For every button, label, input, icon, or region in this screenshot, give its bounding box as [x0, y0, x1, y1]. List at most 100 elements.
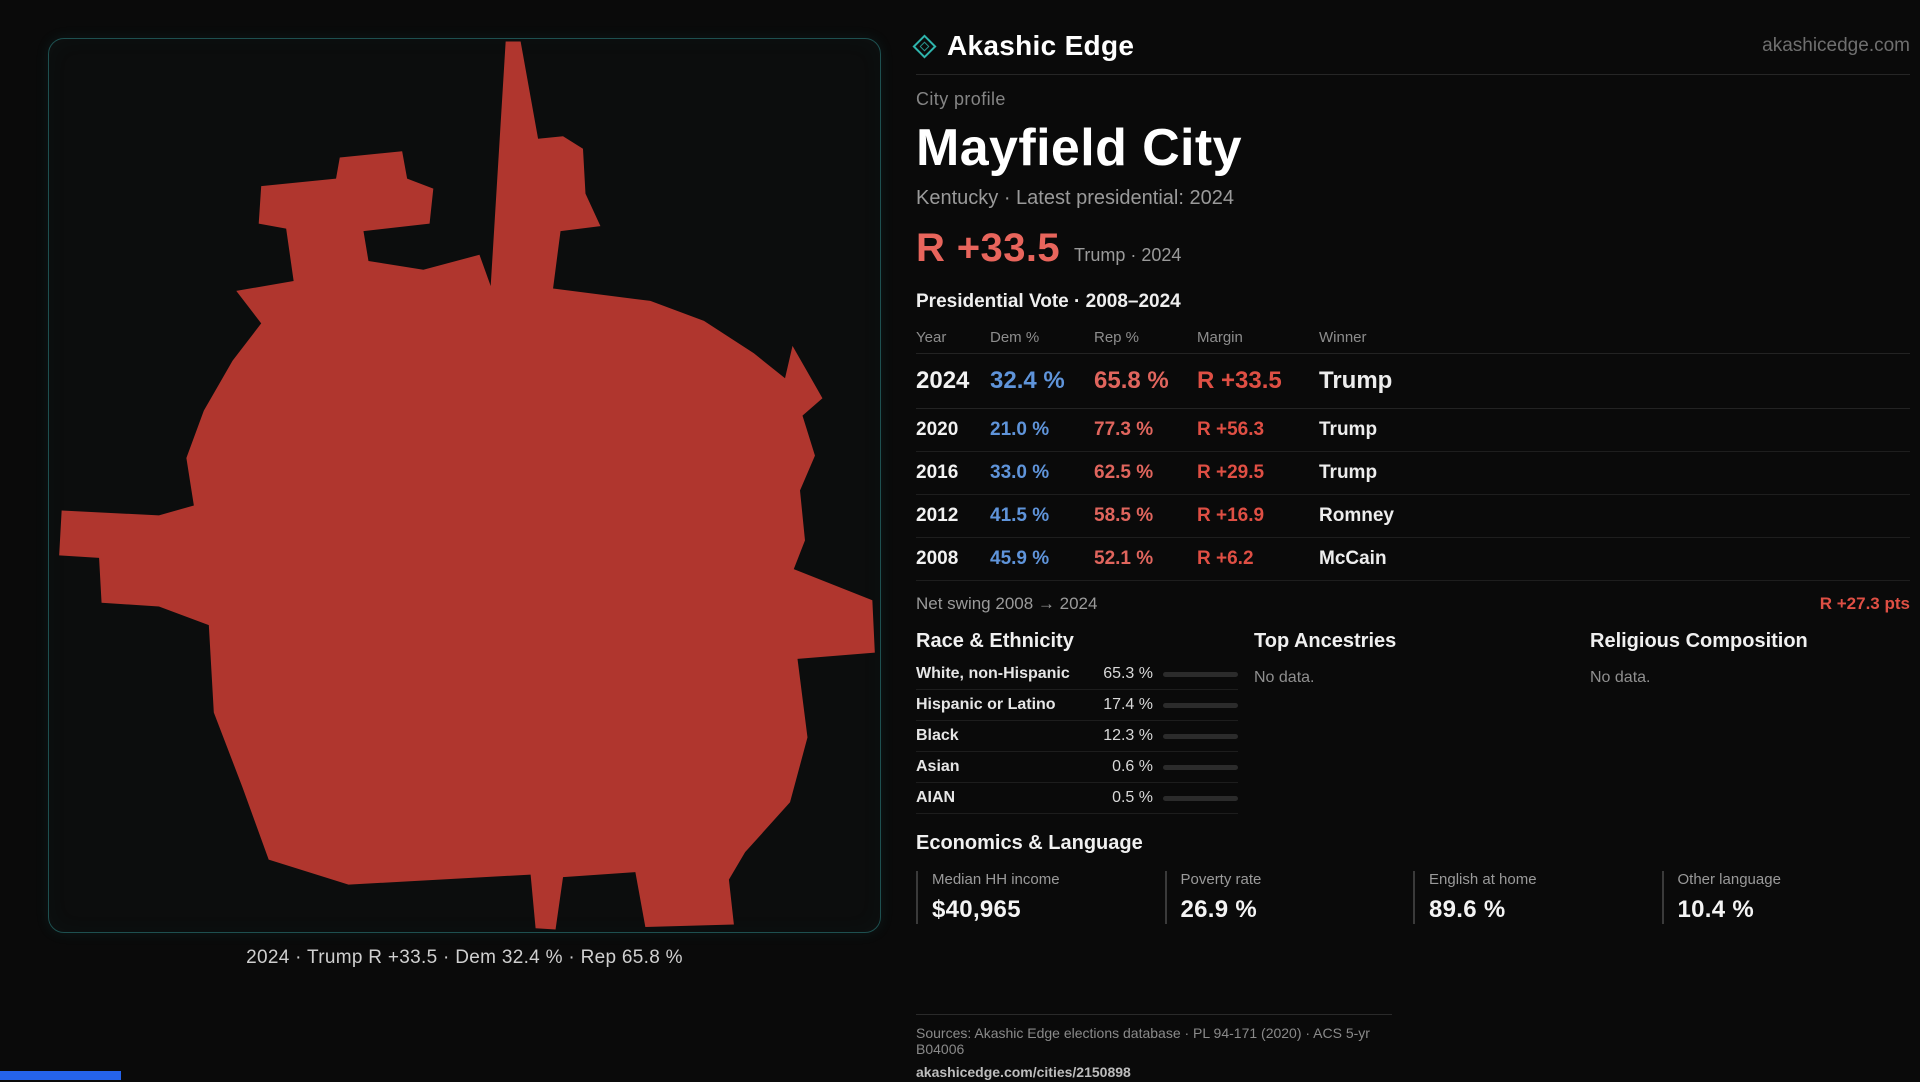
net-swing-row: Net swing 2008 → 2024 R +27.3 pts	[916, 581, 1910, 614]
race-label: Asian	[916, 758, 960, 776]
brand: Akashic Edge	[912, 30, 1135, 62]
list-item: Asian 0.6 %	[916, 752, 1238, 784]
top-ancestries-title: Top Ancestries	[1254, 630, 1397, 653]
cell-winner: McCain	[1319, 548, 1387, 570]
no-data-text: No data.	[1254, 669, 1315, 687]
stat-value: $40,965	[932, 896, 1021, 924]
col-header-rep: Rep %	[1094, 329, 1140, 347]
race-bar-track	[1163, 733, 1238, 739]
net-swing-value: R +27.3 pts	[1819, 594, 1910, 614]
cell-dem: 33.0 %	[990, 462, 1050, 484]
site-domain-link[interactable]: akashicedge.com	[1762, 35, 1910, 56]
economics-stats: Median HH income $40,965 Poverty rate 26…	[916, 871, 1911, 925]
city-map-panel	[48, 38, 881, 933]
col-header-winner: Winner	[1319, 329, 1367, 347]
race-ethnicity-column: Race & Ethnicity White, non-Hispanic 65.…	[916, 630, 1254, 815]
city-boundary-polygon	[59, 41, 875, 930]
stat-label: Median HH income	[932, 871, 1060, 889]
headline-margin-value: R +33.5	[916, 226, 1061, 271]
race-label: White, non-Hispanic	[916, 665, 1070, 683]
race-bar-track	[1163, 702, 1238, 708]
stat-median-hh-income: Median HH income $40,965	[916, 871, 1165, 925]
economics-title: Economics & Language	[916, 832, 1143, 855]
race-value: 17.4 %	[1103, 696, 1153, 714]
city-permalink[interactable]: akashicedge.com/cities/2150898	[916, 1064, 1131, 1080]
cell-rep: 58.5 %	[1094, 505, 1154, 527]
cell-dem: 32.4 %	[990, 367, 1065, 395]
presidential-vote-table: Year Dem % Rep % Margin Winner 2024 32.4…	[916, 321, 1910, 582]
cell-margin: R +6.2	[1197, 548, 1254, 570]
list-item: White, non-Hispanic 65.3 %	[916, 659, 1238, 691]
no-data-text: No data.	[1590, 669, 1651, 687]
sources-text: Sources: Akashic Edge elections database…	[916, 1025, 1370, 1057]
table-row: 2020 21.0 % 77.3 % R +56.3 Trump	[916, 409, 1910, 453]
religious-composition-title: Religious Composition	[1590, 630, 1808, 653]
table-row: 2008 45.9 % 52.1 % R +6.2 McCain	[916, 538, 1910, 582]
bottom-accent-bar	[0, 1071, 121, 1080]
race-label: Hispanic or Latino	[916, 696, 1056, 714]
cell-dem: 41.5 %	[990, 505, 1050, 527]
race-bar-track	[1163, 795, 1238, 801]
race-ethnicity-title: Race & Ethnicity	[916, 630, 1074, 653]
top-ancestries-column: Top Ancestries No data.	[1254, 630, 1590, 814]
cell-winner: Trump	[1319, 367, 1393, 395]
cell-margin: R +16.9	[1197, 505, 1265, 527]
city-boundary-map	[59, 41, 875, 930]
stat-english-at-home: English at home 89.6 %	[1413, 871, 1662, 925]
headline-margin-row: R +33.5 Trump · 2024	[916, 226, 1910, 271]
race-bar-track	[1163, 671, 1238, 677]
cell-year: 2020	[916, 419, 959, 441]
diamond-logo-icon	[912, 33, 937, 59]
table-row: 2024 32.4 % 65.8 % R +33.5 Trump	[916, 354, 1910, 410]
race-ethnicity-list: White, non-Hispanic 65.3 % Hispanic or L…	[916, 659, 1238, 815]
net-swing-label: Net swing 2008 → 2024	[916, 594, 1098, 614]
race-value: 0.6 %	[1112, 758, 1153, 776]
vote-table-header-row: Year Dem % Rep % Margin Winner	[916, 321, 1910, 355]
cell-winner: Trump	[1319, 419, 1378, 441]
list-item: Hispanic or Latino 17.4 %	[916, 690, 1238, 722]
religious-composition-column: Religious Composition No data.	[1590, 630, 1910, 814]
list-item: Black 12.3 %	[916, 721, 1238, 753]
stat-value: 10.4 %	[1677, 896, 1755, 924]
page-footer: Sources: Akashic Edge elections database…	[916, 1014, 1392, 1082]
col-header-margin: Margin	[1197, 329, 1243, 347]
cell-rep: 52.1 %	[1094, 548, 1154, 570]
demographics-section: Race & Ethnicity White, non-Hispanic 65.…	[916, 630, 1910, 815]
stat-label: English at home	[1429, 871, 1537, 889]
headline-margin-note: Trump · 2024	[1074, 245, 1182, 266]
stat-poverty-rate: Poverty rate 26.9 %	[1164, 871, 1414, 925]
city-profile-panel: Akashic Edge akashicedge.com City profil…	[912, 30, 1911, 925]
table-row: 2012 41.5 % 58.5 % R +16.9 Romney	[916, 495, 1910, 539]
cell-year: 2008	[916, 548, 959, 570]
cell-margin: R +56.3	[1197, 419, 1265, 441]
cell-dem: 21.0 %	[990, 419, 1050, 441]
cell-year: 2016	[916, 462, 959, 484]
race-value: 12.3 %	[1103, 727, 1153, 745]
cell-year: 2024	[916, 367, 970, 395]
page-title: Mayfield City	[916, 119, 1242, 177]
cell-winner: Trump	[1319, 462, 1378, 484]
race-bar-track	[1163, 764, 1238, 770]
cell-margin: R +33.5	[1197, 367, 1282, 395]
table-row: 2016 33.0 % 62.5 % R +29.5 Trump	[916, 452, 1910, 496]
race-value: 0.5 %	[1112, 789, 1153, 807]
brand-name: Akashic Edge	[947, 30, 1135, 61]
page-header: Akashic Edge akashicedge.com	[912, 30, 1910, 75]
race-label: Black	[916, 727, 959, 745]
race-value: 65.3 %	[1103, 665, 1153, 683]
stat-label: Poverty rate	[1180, 871, 1262, 889]
col-header-year: Year	[916, 329, 947, 347]
cell-rep: 65.8 %	[1094, 367, 1169, 395]
stat-value: 89.6 %	[1429, 896, 1506, 924]
cell-winner: Romney	[1319, 505, 1394, 527]
stat-label: Other language	[1677, 871, 1781, 889]
cell-margin: R +29.5	[1197, 462, 1265, 484]
cell-rep: 62.5 %	[1094, 462, 1154, 484]
cell-dem: 45.9 %	[990, 548, 1050, 570]
cell-rep: 77.3 %	[1094, 419, 1154, 441]
list-item: AIAN 0.5 %	[916, 783, 1238, 815]
city-subtitle: Kentucky · Latest presidential: 2024	[916, 187, 1234, 210]
stat-other-language: Other language 10.4 %	[1661, 871, 1911, 925]
kicker-label: City profile	[916, 89, 1006, 109]
col-header-dem: Dem %	[990, 329, 1040, 347]
